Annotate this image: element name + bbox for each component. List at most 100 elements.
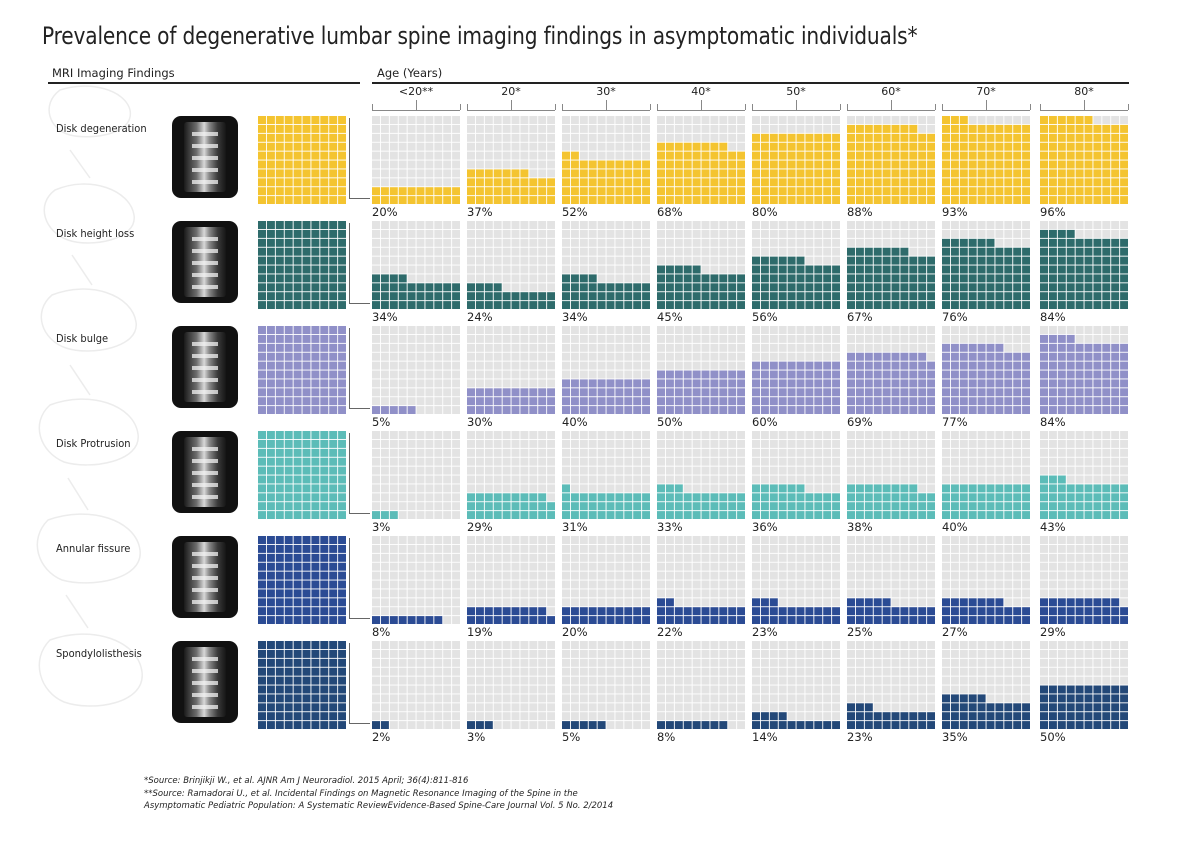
- waffle-cell-empty: [760, 334, 769, 343]
- waffle-cell-empty: [873, 238, 882, 247]
- waffle-cell-filled: [657, 169, 665, 178]
- waffle-cell-empty: [398, 676, 407, 685]
- waffle-cell-filled: [266, 475, 275, 484]
- percent-label: 37%: [467, 205, 493, 219]
- waffle-cell-empty: [977, 562, 986, 571]
- waffle-cell-empty: [1120, 466, 1128, 475]
- waffle-cell-filled: [338, 502, 346, 511]
- waffle-cell-empty: [995, 221, 1004, 229]
- waffle-cell-filled: [847, 511, 855, 519]
- waffle-cell-filled: [320, 265, 329, 274]
- waffle-cell-empty: [511, 334, 520, 343]
- waffle-cell-filled: [502, 616, 511, 624]
- waffle-cell-empty: [624, 247, 633, 256]
- waffle-cell-filled: [266, 326, 275, 334]
- waffle-cell-empty: [452, 712, 460, 721]
- waffle-cell-filled: [942, 256, 950, 265]
- waffle-cell-empty: [520, 457, 529, 466]
- waffle-cell-filled: [692, 406, 701, 414]
- waffle-cell-empty: [1022, 562, 1030, 571]
- waffle-cell-filled: [1075, 238, 1084, 247]
- waffle-cell-filled: [1022, 292, 1030, 301]
- waffle-cell-filled: [258, 274, 266, 283]
- waffle-cell-empty: [615, 247, 624, 256]
- waffle-cell-filled: [728, 187, 737, 196]
- waffle-cell-filled: [293, 133, 302, 142]
- waffle-cell-empty: [665, 221, 674, 229]
- waffle-cell-empty: [389, 238, 398, 247]
- waffle-cell-empty: [701, 562, 710, 571]
- waffle-cell-filled: [407, 187, 416, 196]
- waffle-cell-filled: [547, 301, 555, 309]
- waffle-cell-filled: [1022, 124, 1030, 133]
- waffle-cell-empty: [547, 265, 555, 274]
- waffle-cell-filled: [1066, 361, 1075, 370]
- waffle-cell-filled: [1075, 301, 1084, 309]
- waffle-cell-filled: [1084, 160, 1093, 169]
- waffle-cell-empty: [520, 247, 529, 256]
- waffle-cell-empty: [1111, 229, 1120, 238]
- waffle-cell-filled: [311, 562, 320, 571]
- waffle-cell-empty: [1022, 431, 1030, 439]
- waffle-cell-empty: [624, 658, 633, 667]
- waffle-cell-filled: [579, 493, 588, 502]
- waffle-cell-filled: [752, 265, 760, 274]
- waffle-cell-empty: [484, 124, 493, 133]
- waffle-cell-filled: [1022, 607, 1030, 616]
- waffle-cell-empty: [814, 580, 823, 589]
- waffle-cell-empty: [443, 160, 452, 169]
- waffle-cell-empty: [511, 439, 520, 448]
- waffle-cell-filled: [293, 511, 302, 519]
- waffle-cell-filled: [891, 370, 900, 379]
- waffle-cell-filled: [787, 283, 796, 292]
- waffle-cell-empty: [1120, 448, 1128, 457]
- waffle-cell-filled: [986, 388, 995, 397]
- waffle-cell-empty: [737, 475, 745, 484]
- waffle-cell-empty: [1066, 562, 1075, 571]
- waffle-cell-empty: [778, 589, 787, 598]
- waffle-cell-empty: [942, 589, 950, 598]
- waffle-cell-empty: [547, 343, 555, 352]
- waffle-cell-empty: [493, 238, 502, 247]
- waffle-cell-filled: [1048, 229, 1057, 238]
- waffle-cell-empty: [529, 343, 538, 352]
- waffle-cell-empty: [520, 334, 529, 343]
- waffle-cell-filled: [475, 292, 484, 301]
- waffle-cell-filled: [1120, 178, 1128, 187]
- waffle-cell-empty: [529, 221, 538, 229]
- age-bracket-tick: [416, 100, 417, 110]
- waffle-cell-filled: [823, 160, 832, 169]
- waffle-cell-empty: [570, 466, 579, 475]
- waffle-cell-filled: [900, 133, 909, 142]
- waffle-cell-filled: [855, 247, 864, 256]
- waffle-cell-empty: [520, 703, 529, 712]
- waffle-cell-filled: [484, 397, 493, 406]
- waffle-cell-filled: [995, 301, 1004, 309]
- waffle-cell-filled: [467, 196, 475, 204]
- waffle-cell-filled: [320, 457, 329, 466]
- waffle-cell-filled: [633, 379, 642, 388]
- waffle-cell-filled: [950, 370, 959, 379]
- waffle-cell-empty: [1075, 448, 1084, 457]
- waffle-cell-filled: [927, 196, 935, 204]
- waffle-cell-empty: [434, 475, 443, 484]
- waffle-cell-empty: [443, 571, 452, 580]
- waffle-cell-filled: [873, 124, 882, 133]
- waffle-cell-filled: [338, 598, 346, 607]
- waffle-cell-filled: [320, 247, 329, 256]
- waffle-cell-filled: [823, 265, 832, 274]
- waffle-cell-empty: [434, 178, 443, 187]
- waffle-cell-empty: [918, 589, 927, 598]
- waffle-cell-filled: [814, 406, 823, 414]
- waffle-cell-filled: [1084, 274, 1093, 283]
- waffle-cell-empty: [493, 457, 502, 466]
- waffle-cell-filled: [615, 187, 624, 196]
- waffle-cell-filled: [338, 178, 346, 187]
- waffle-cell-filled: [1048, 334, 1057, 343]
- waffle-cell-empty: [665, 553, 674, 562]
- waffle-cell-empty: [692, 343, 701, 352]
- waffle-cell-empty: [398, 247, 407, 256]
- waffle-cell-filled: [1040, 370, 1048, 379]
- waffle-cell-empty: [529, 571, 538, 580]
- waffle-cell-empty: [927, 334, 935, 343]
